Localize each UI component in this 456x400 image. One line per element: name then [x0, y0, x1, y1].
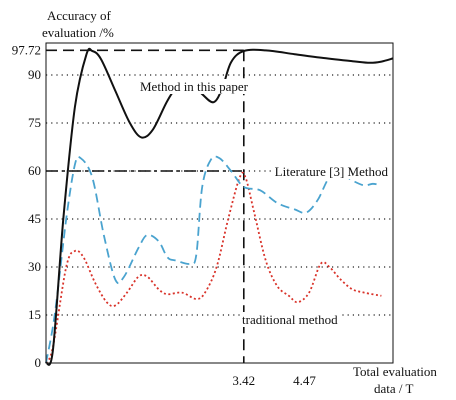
- y-tick-label: 0: [35, 355, 42, 370]
- reference-lines: [46, 49, 245, 363]
- y-tick-label: 30: [28, 259, 41, 274]
- x-axis-title-line-2: data / T: [374, 381, 414, 396]
- axes: [45, 42, 394, 364]
- series-line-dotted: [45, 171, 382, 364]
- data-series: [45, 47, 394, 366]
- y-tick-label: 75: [28, 115, 41, 130]
- series-label: Method in this paper: [140, 79, 249, 94]
- plot-frame: [45, 42, 394, 364]
- y-axis-title-line-2: evaluation /%: [42, 25, 114, 40]
- series-label: traditional method: [242, 312, 338, 327]
- series-line-dashed: [45, 155, 382, 364]
- x-tick-label: 3.42: [232, 373, 255, 388]
- axis-titles: Accuracy of evaluation /% Total evaluati…: [42, 8, 437, 396]
- y-tick-label: 15: [28, 307, 41, 322]
- y-axis-title-line-1: Accuracy of: [47, 8, 112, 23]
- x-tick-label: 4.47: [293, 373, 316, 388]
- y-tick-label: 60: [28, 163, 41, 178]
- x-axis-title-line-1: Total evaluation: [353, 364, 437, 379]
- series-label-background: [240, 312, 341, 327]
- series-label-background: [138, 79, 251, 94]
- y-tick-label: 45: [28, 211, 41, 226]
- tick-labels: 0 15 30 45 60 75 90 97.72 3.42 4.47: [12, 42, 317, 388]
- y-tick-label: 97.72: [12, 42, 41, 57]
- series-line-solid: [45, 47, 394, 366]
- y-tick-label: 90: [28, 67, 41, 82]
- series-label-background: [272, 164, 391, 179]
- series-labels: Method in this paper Literature [3] Metho…: [138, 79, 391, 327]
- series-label: Literature [3] Method: [275, 164, 389, 179]
